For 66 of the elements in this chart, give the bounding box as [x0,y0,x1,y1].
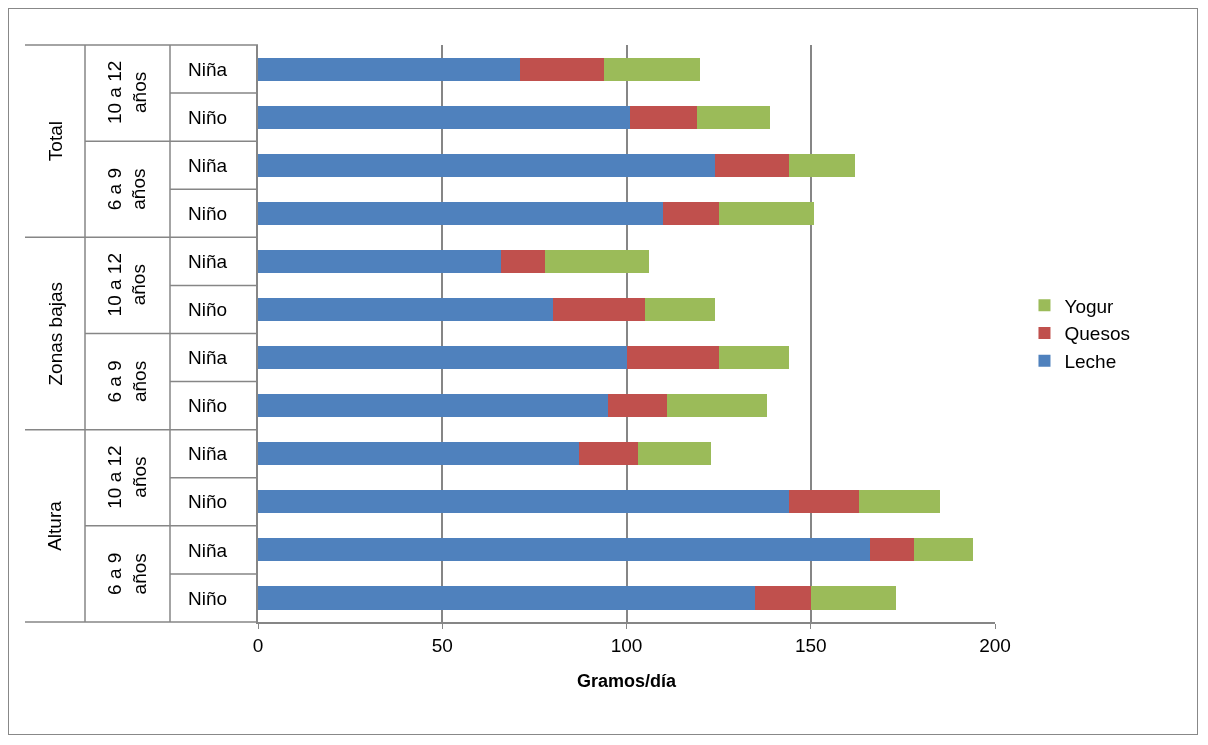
bar [258,105,631,129]
bar [501,249,546,273]
bar [258,538,870,562]
bar [755,586,811,610]
bar [258,57,520,81]
bar [696,105,771,129]
bar [644,297,715,321]
bar [869,538,914,562]
bar [258,153,715,177]
text: 10 a 12 años [103,60,150,125]
text: Altura [44,500,66,551]
text: Zonas bajas [44,281,66,386]
bar [258,249,502,273]
y-tick-label: Niña [188,443,228,465]
text: 10 a 12 años [103,253,150,317]
x-tick-label: 150 [794,634,827,656]
y-tick-label: Niño [188,202,228,224]
bar [637,442,712,466]
x-tick-label: 0 [252,634,264,656]
bar [258,586,756,610]
bar [718,201,815,225]
bar [667,394,767,418]
bar [578,442,638,466]
bar [258,442,579,466]
bar [788,490,859,514]
bar [258,490,789,514]
y-tick-label: Niño [188,491,228,513]
legend-label: Yogur [1064,295,1115,317]
bar [714,153,789,177]
bar [663,201,719,225]
y-tick-label: Niña [188,154,228,176]
bar [552,297,645,321]
text: 10 a 12 años [104,445,150,509]
bar [718,346,789,370]
y-tick-label: Niño [188,587,228,609]
bar [608,394,668,418]
y-tick-label: Niña [188,58,228,80]
bar [630,105,697,129]
y-tick-label: Niño [188,299,228,321]
text: 6 a 9 años [104,552,150,595]
bar [519,57,605,81]
y-tick-label: Niño [188,106,228,128]
text: 6 a 9 años [103,167,150,211]
bar [258,201,664,225]
y-tick-label: Niño [188,395,228,417]
bar [913,538,973,562]
x-tick-label: 100 [610,634,643,656]
text: Total [44,121,66,162]
y-tick-label: Niña [188,251,228,273]
bar [626,346,719,370]
legend-label: Leche [1064,351,1117,373]
bar [258,394,609,418]
bar [604,57,701,81]
bar [258,346,627,370]
bar [258,297,553,321]
bar [545,249,649,273]
x-axis-title: Gramos/día [576,671,677,692]
y-tick-label: Niña [188,539,228,561]
x-tick-label: 200 [979,634,1011,656]
y-tick-label: Niña [188,347,228,369]
legend-label: Quesos [1064,323,1130,345]
x-tick-label: 50 [431,634,453,656]
bar [788,153,855,177]
text: 6 a 9 años [104,360,151,403]
bar [858,490,940,514]
bar [810,586,896,610]
